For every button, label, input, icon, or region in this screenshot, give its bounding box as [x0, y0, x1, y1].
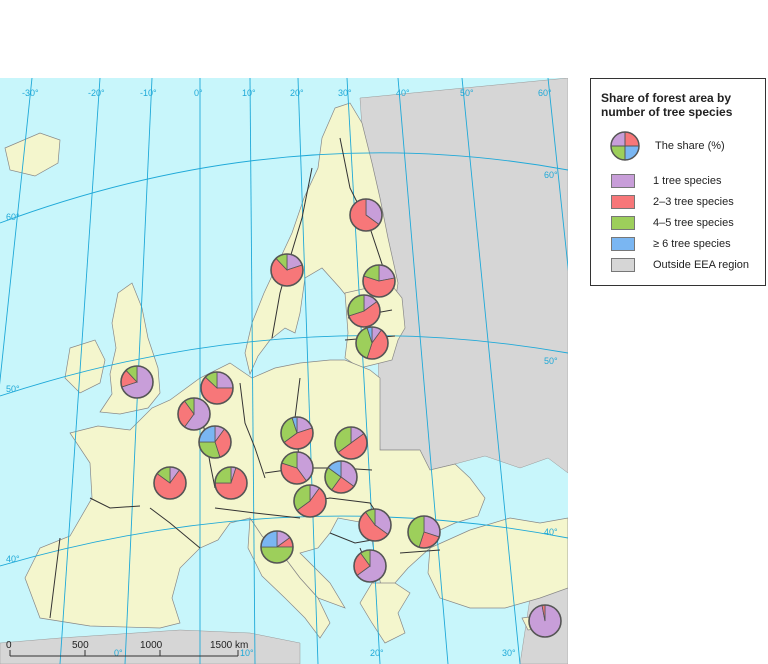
legend-swatch-4-5-species [611, 216, 635, 230]
legend-swatch-1-species [611, 174, 635, 188]
legend-label-6-plus-species: ≥ 6 tree species [653, 238, 731, 250]
pie-austria [280, 451, 314, 485]
pie-france [153, 466, 187, 500]
pie-belgium [177, 397, 211, 431]
pie-outline-croatia [293, 484, 327, 518]
pie-bulgaria [407, 515, 441, 549]
pie-outline-luxembourg [198, 425, 232, 459]
map-frame: -30° -20° -10° 0° 10° 20° 30° 40° 50° 60… [0, 78, 568, 664]
europe-map: -30° -20° -10° 0° 10° 20° 30° 40° 50° 60… [0, 78, 568, 664]
graticule-labels: -30° -20° -10° 0° 10° 20° 30° 40° 50° 60… [6, 88, 558, 658]
pie-sweden [270, 253, 304, 287]
legend-item-6-plus-species: ≥ 6 tree species [611, 236, 731, 252]
pie-hungary [324, 460, 358, 494]
scale-tick-1000: 1000 [140, 640, 163, 651]
pie-serbia [358, 508, 392, 542]
pie-outline-switzerland [214, 466, 248, 500]
pie-outline-slovakia [334, 426, 368, 460]
pie-czechia [280, 416, 314, 450]
greece-land [359, 582, 411, 644]
pie-outline-united-kingdom [120, 365, 154, 399]
pie-outline-france [153, 466, 187, 500]
pie-cyprus [528, 604, 562, 638]
scale-tick-1500: 1500 km [210, 640, 248, 651]
pie-outline-czechia [280, 416, 314, 450]
pie-outline-italy [260, 530, 294, 564]
pie-slovakia [334, 426, 368, 460]
pie-layer [120, 198, 562, 638]
legend: Share of forest area by number of tree s… [590, 78, 766, 286]
lat-label-left-40: 40° [6, 554, 20, 564]
legend-swatch-outside-eea [611, 258, 635, 272]
lon-label-bottom-30: 30° [502, 648, 516, 658]
legend-label-1-species: 1 tree species [653, 175, 722, 187]
iceland-land [4, 132, 61, 177]
pie-latvia [347, 294, 381, 328]
pie-greece [353, 549, 387, 583]
pie-outline-sweden [270, 253, 304, 287]
lat-label-right-60: 60° [544, 170, 558, 180]
pie-croatia [293, 484, 327, 518]
legend-pie-row: The share (%) [609, 130, 725, 162]
legend-label-2-3-species: 2–3 tree species [653, 196, 734, 208]
lon-label-20: 20° [290, 88, 304, 98]
lat-label-right-40: 40° [544, 527, 558, 537]
lon-label-minus30: -30° [22, 88, 39, 98]
legend-item-1-species: 1 tree species [611, 173, 721, 189]
scale-bar: 0 500 1000 1500 km [6, 640, 248, 657]
pie-outline-cyprus [528, 604, 562, 638]
legend-label-4-5-species: 4–5 tree species [653, 217, 734, 229]
legend-pie-label: The share (%) [655, 140, 725, 152]
pie-netherlands [200, 371, 234, 405]
pie-outline-estonia [362, 264, 396, 298]
legend-label-outside-eea: Outside EEA region [653, 259, 750, 271]
legend-item-2-3-species: 2–3 tree species [611, 194, 734, 210]
legend-title: Share of forest area by number of tree s… [601, 91, 733, 119]
legend-swatch-2-3-species [611, 195, 635, 209]
pie-luxembourg [198, 425, 232, 459]
scale-tick-0: 0 [6, 640, 12, 651]
legend-swatch-6-plus-species [611, 237, 635, 251]
pie-outline-netherlands [200, 371, 234, 405]
lon-label-minus20: -20° [88, 88, 105, 98]
scale-tick-500: 500 [72, 640, 89, 651]
pie-outline-latvia [347, 294, 381, 328]
lon-label-60: 60° [538, 88, 552, 98]
pie-outline-serbia [358, 508, 392, 542]
pie-outline-hungary [324, 460, 358, 494]
lon-label-bottom-0: 0° [114, 648, 123, 658]
pie-outline-lithuania [355, 326, 389, 360]
lon-label-10: 10° [242, 88, 256, 98]
legend-item-4-5-species: 4–5 tree species [611, 215, 734, 231]
legend-pie-icon [610, 131, 640, 161]
pie-outline-finland [349, 198, 383, 232]
lon-label-50: 50° [460, 88, 474, 98]
continental-europe-land [24, 359, 486, 629]
ireland-land [64, 339, 106, 394]
pie-united-kingdom [120, 365, 154, 399]
pie-outline-austria [280, 451, 314, 485]
lon-label-minus10: -10° [140, 88, 157, 98]
parallels [0, 152, 568, 567]
lon-label-0: 0° [194, 88, 203, 98]
lon-label-bottom-10: 10° [240, 648, 254, 658]
pie-outline-belgium [177, 397, 211, 431]
lon-label-30: 30° [338, 88, 352, 98]
pie-switzerland [214, 466, 248, 500]
lat-label-right-50: 50° [544, 356, 558, 366]
turkey-land [427, 517, 568, 609]
pie-estonia [362, 264, 396, 298]
pie-outline-greece [353, 549, 387, 583]
lat-label-left-60: 60° [6, 212, 20, 222]
lat-label-left-50: 50° [6, 384, 20, 394]
pie-italy [260, 530, 294, 564]
lon-label-bottom-20: 20° [370, 648, 384, 658]
pie-outline-bulgaria [407, 515, 441, 549]
legend-item-outside-eea: Outside EEA region [611, 257, 749, 273]
lon-label-40: 40° [396, 88, 410, 98]
pie-lithuania [355, 326, 389, 360]
pie-finland [349, 198, 383, 232]
